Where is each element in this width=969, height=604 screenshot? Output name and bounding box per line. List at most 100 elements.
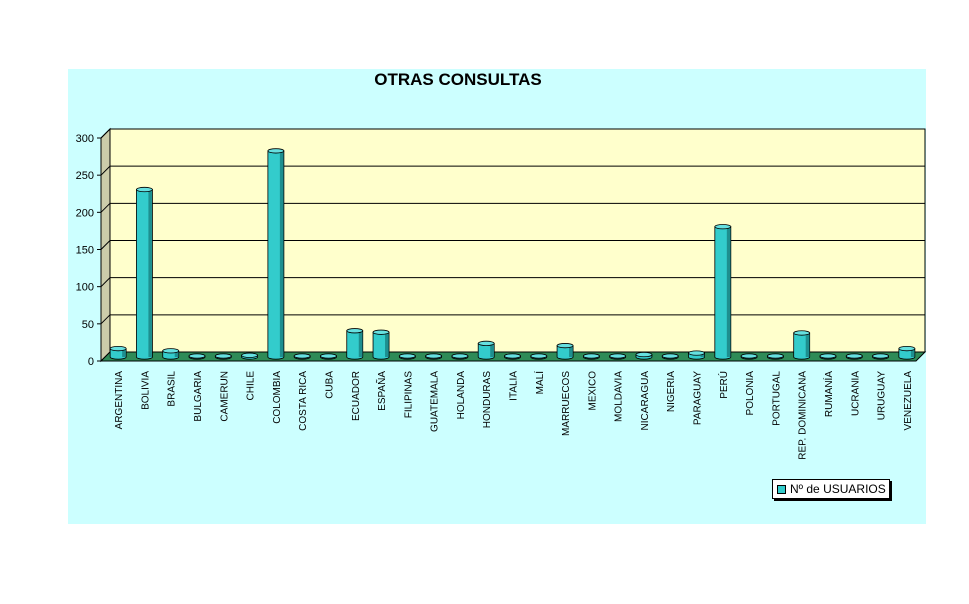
x-tick-label: BRASIL	[167, 371, 178, 407]
bar	[688, 350, 705, 360]
bar-top	[845, 353, 863, 359]
bar-body	[346, 330, 364, 360]
bar-shade	[385, 332, 389, 357]
gridline	[100, 277, 925, 288]
x-tick-label: ITALIA	[509, 371, 520, 401]
bar-top	[372, 329, 390, 335]
x-tick-label: URUGUAY	[877, 371, 888, 421]
bar-shade	[279, 150, 284, 357]
bar-top	[136, 186, 153, 193]
bar-top	[740, 353, 758, 359]
bar	[872, 353, 889, 360]
bar	[267, 148, 285, 360]
x-tick-label: BOLIVIA	[140, 371, 151, 410]
x-tick-label: CHILE	[246, 371, 257, 401]
x-tick-label: RUMANÍA	[822, 371, 835, 417]
bar-top	[504, 353, 521, 359]
bar	[582, 353, 600, 360]
bar	[214, 353, 232, 360]
gridline	[100, 202, 925, 213]
bar-top	[661, 353, 679, 359]
bar	[477, 340, 495, 360]
gridline	[100, 128, 925, 139]
x-tick-label: MALÍ	[533, 371, 546, 395]
bar	[320, 353, 337, 360]
bar-shade	[569, 345, 573, 357]
x-tick-label: VENEZUELA	[903, 371, 914, 431]
y-tick-label: 100	[76, 282, 94, 294]
bar	[372, 329, 390, 360]
bar	[504, 353, 521, 360]
bar-shade	[148, 189, 152, 357]
bar-top	[398, 353, 416, 359]
x-tick-label: MEXICO	[587, 371, 598, 411]
bar	[609, 353, 627, 360]
bar-shade	[174, 350, 179, 357]
bar-shade	[122, 348, 126, 357]
legend: Nº de USUARIOS	[772, 479, 890, 499]
bar-body	[267, 150, 285, 360]
bar	[898, 345, 916, 360]
bar	[845, 353, 863, 360]
bar-top	[267, 148, 285, 154]
x-tick-label: HONDURAS	[482, 371, 493, 429]
gridline	[100, 240, 925, 250]
bar-top	[293, 353, 311, 359]
gridline	[100, 165, 925, 176]
x-tick-label: GUATEMALA	[430, 371, 441, 432]
bar-top	[241, 352, 258, 358]
bar	[188, 353, 206, 360]
bar	[767, 353, 784, 360]
bar	[793, 330, 811, 360]
bar-top	[162, 348, 180, 354]
bar	[451, 353, 469, 360]
y-tick-label: 250	[76, 170, 94, 182]
bar-top	[556, 343, 574, 349]
legend-label: Nº de USUARIOS	[790, 482, 886, 496]
bar	[162, 348, 180, 360]
bar-shade	[490, 343, 494, 357]
y-tick-label: 0	[88, 356, 94, 368]
bar-top	[214, 353, 232, 359]
bar-top	[320, 353, 337, 359]
x-tick-label: UCRANIA	[850, 371, 861, 416]
bar	[661, 353, 679, 360]
x-tick-label: HOLANDA	[456, 371, 467, 420]
bar-shade	[358, 330, 363, 357]
bar	[109, 345, 127, 360]
y-tick-label: 50	[82, 319, 94, 331]
x-tick-label: BULGARIA	[193, 371, 204, 422]
bar-top	[635, 351, 653, 358]
x-tick-label: NICARAGUA	[640, 371, 651, 431]
chart-title: OTRAS CONSULTAS	[374, 70, 542, 89]
x-tick-label: FILIPINAS	[403, 371, 414, 419]
y-tick-label: 150	[76, 245, 94, 257]
x-tick-label: CAMERUN	[219, 371, 230, 422]
bar-top	[451, 353, 469, 359]
bar	[740, 353, 758, 360]
bar-top	[188, 353, 206, 359]
bar-top	[688, 350, 705, 356]
x-tick-label: ESPAÑA	[375, 371, 388, 411]
bar-top	[346, 328, 364, 334]
bar-shade	[805, 332, 810, 357]
x-tick-label: REP. DOMINICANA	[798, 371, 809, 460]
bar-top	[714, 224, 732, 230]
x-tick-label: PERÚ	[717, 371, 730, 399]
bar-shade	[910, 348, 915, 357]
bar	[556, 343, 574, 360]
x-tick-label: MARRUECOS	[561, 371, 572, 436]
x-tick-label: COSTA RICA	[298, 371, 309, 431]
bar	[714, 224, 732, 360]
bar-top	[477, 340, 495, 346]
y-tick-label: 300	[76, 133, 94, 145]
bar-body	[372, 331, 390, 360]
bar-top	[609, 353, 627, 359]
bar-top	[898, 345, 916, 352]
bar	[241, 352, 258, 360]
bar-top	[109, 345, 127, 352]
x-tick-label: PARAGUAY	[693, 371, 704, 425]
bar	[425, 353, 443, 360]
bar-top	[582, 353, 600, 359]
